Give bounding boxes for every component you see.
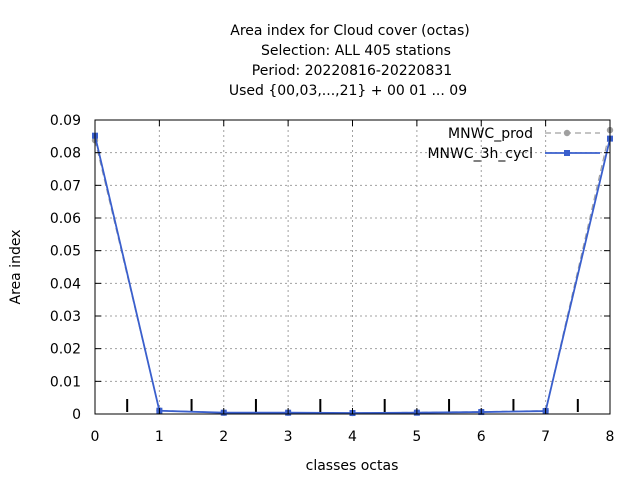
title-line-1: Area index for Cloud cover (octas): [230, 23, 469, 39]
x-tick-label: 2: [219, 429, 228, 445]
y-tick-label: 0.03: [50, 309, 81, 325]
x-tick-label: 1: [155, 429, 164, 445]
legend: MNWC_prod MNWC_3h_cycl: [427, 126, 600, 162]
y-tick-label: 0.07: [50, 178, 81, 194]
y-tick-label: 0.04: [50, 276, 81, 292]
y-tick-label: 0.08: [50, 146, 81, 162]
x-axis-ticks: 0 1 2 3 4 5 6 7 8: [91, 120, 615, 445]
legend-marker-1: [563, 129, 571, 137]
legend-marker-2: [564, 150, 570, 156]
legend-label-2: MNWC_3h_cycl: [427, 146, 533, 162]
x-tick-label: 8: [606, 429, 615, 445]
title-line-2: Selection: ALL 405 stations: [261, 43, 451, 59]
chart-title: Area index for Cloud cover (octas) Selec…: [229, 23, 470, 99]
y-tick-label: 0: [72, 407, 81, 423]
class-boundary-markers: [126, 399, 579, 412]
y-tick-label: 0.06: [50, 211, 81, 227]
title-line-4: Used {00,03,...,21} + 00 01 ... 09: [229, 83, 467, 99]
x-tick-label: 0: [91, 429, 100, 445]
grid-lines: [95, 120, 610, 414]
y-axis-ticks: 0 0.01 0.02 0.03 0.04 0.05 0.06 0.07 0.08 0.09: [50, 113, 610, 423]
y-tick-label: 0.05: [50, 244, 81, 260]
x-tick-label: 5: [412, 429, 421, 445]
title-line-3: Period: 20220816-20220831: [252, 63, 452, 79]
x-tick-label: 7: [541, 429, 550, 445]
y-axis-title: Area index: [8, 230, 24, 305]
x-tick-label: 4: [348, 429, 357, 445]
x-tick-label: 6: [477, 429, 486, 445]
y-tick-label: 0.01: [50, 374, 81, 390]
x-axis-title: classes octas: [306, 458, 399, 474]
x-tick-label: 3: [284, 429, 293, 445]
y-tick-label: 0.09: [50, 113, 81, 129]
legend-label-1: MNWC_prod: [448, 126, 533, 142]
y-tick-label: 0.02: [50, 342, 81, 358]
